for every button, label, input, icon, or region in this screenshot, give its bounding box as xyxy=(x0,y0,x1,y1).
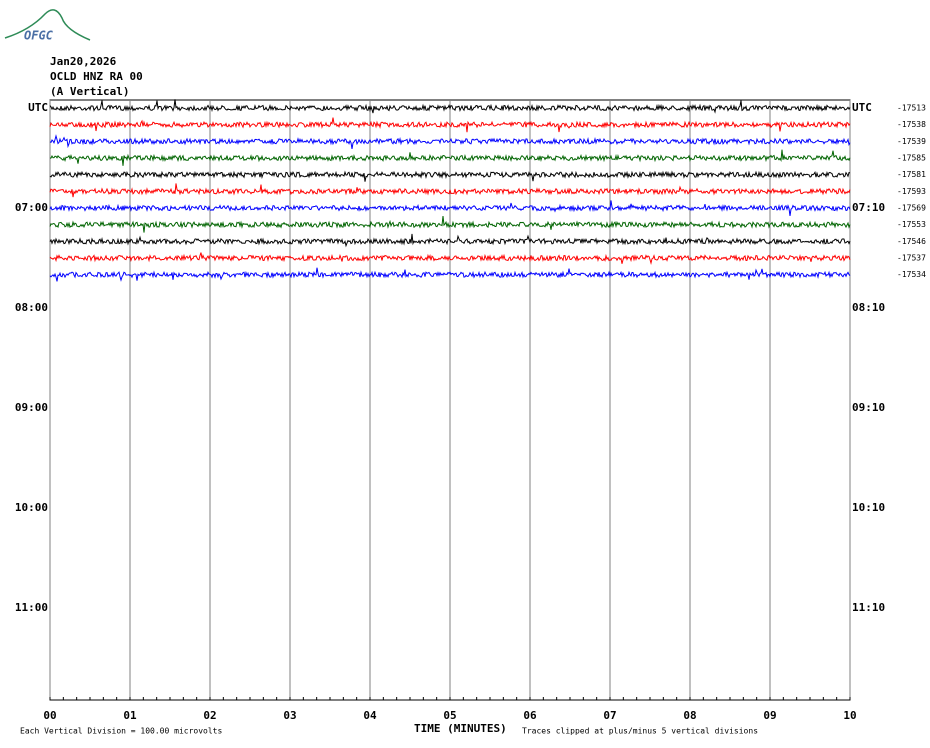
right-time-label: UTC xyxy=(852,101,872,114)
x-tick-label: 01 xyxy=(123,709,137,722)
trace-value: -17581 xyxy=(897,170,926,179)
right-time-label: 10:10 xyxy=(852,501,885,514)
x-tick-label: 00 xyxy=(43,709,56,722)
left-time-label: 11:00 xyxy=(15,601,48,614)
trace xyxy=(49,215,851,233)
left-time-label: 10:00 xyxy=(15,501,48,514)
right-time-label: 08:10 xyxy=(852,301,885,314)
trace xyxy=(49,170,851,182)
x-tick-label: 08 xyxy=(683,709,696,722)
trace xyxy=(49,117,851,133)
trace xyxy=(49,134,851,149)
scale-note: Each Vertical Division = 100.00 microvol… xyxy=(20,727,222,736)
right-time-label: 07:10 xyxy=(852,201,885,214)
x-tick-label: 05 xyxy=(443,709,456,722)
component: (A Vertical) xyxy=(50,85,129,98)
x-tick-label: 02 xyxy=(203,709,216,722)
x-tick-label: 09 xyxy=(763,709,776,722)
trace xyxy=(49,183,851,198)
x-tick-label: 04 xyxy=(363,709,377,722)
trace-value: -17546 xyxy=(897,237,926,246)
left-time-label: 08:00 xyxy=(15,301,48,314)
trace-value: -17513 xyxy=(897,104,926,113)
left-time-label: UTC xyxy=(28,101,48,114)
trace-value: -17585 xyxy=(897,154,926,163)
trace-value: -17538 xyxy=(897,120,926,129)
trace xyxy=(49,233,851,248)
left-time-label: 07:00 xyxy=(15,201,48,214)
trace xyxy=(49,252,851,265)
trace-value: -17569 xyxy=(897,204,926,213)
x-tick-label: 03 xyxy=(283,709,296,722)
trace-value: -17553 xyxy=(897,220,926,229)
trace xyxy=(49,99,851,114)
logo: OFGC xyxy=(24,29,54,43)
trace xyxy=(49,200,851,216)
x-tick-label: 06 xyxy=(523,709,537,722)
logo-curve xyxy=(4,9,91,41)
x-tick-label: 07 xyxy=(603,709,616,722)
trace xyxy=(49,267,851,282)
right-time-label: 11:10 xyxy=(852,601,885,614)
right-time-label: 09:10 xyxy=(852,401,885,414)
x-axis-label: TIME (MINUTES) xyxy=(414,722,507,735)
trace-value: -17537 xyxy=(897,254,926,263)
left-time-label: 09:00 xyxy=(15,401,48,414)
trace-value: -17539 xyxy=(897,137,926,146)
date: Jan20,2026 xyxy=(50,55,117,68)
clip-note: Traces clipped at plus/minus 5 vertical … xyxy=(522,727,758,736)
x-tick-label: 10 xyxy=(843,709,856,722)
trace xyxy=(49,149,851,166)
station: OCLD HNZ RA 00 xyxy=(50,70,143,83)
trace-value: -17534 xyxy=(897,270,926,279)
trace-value: -17593 xyxy=(897,187,926,196)
